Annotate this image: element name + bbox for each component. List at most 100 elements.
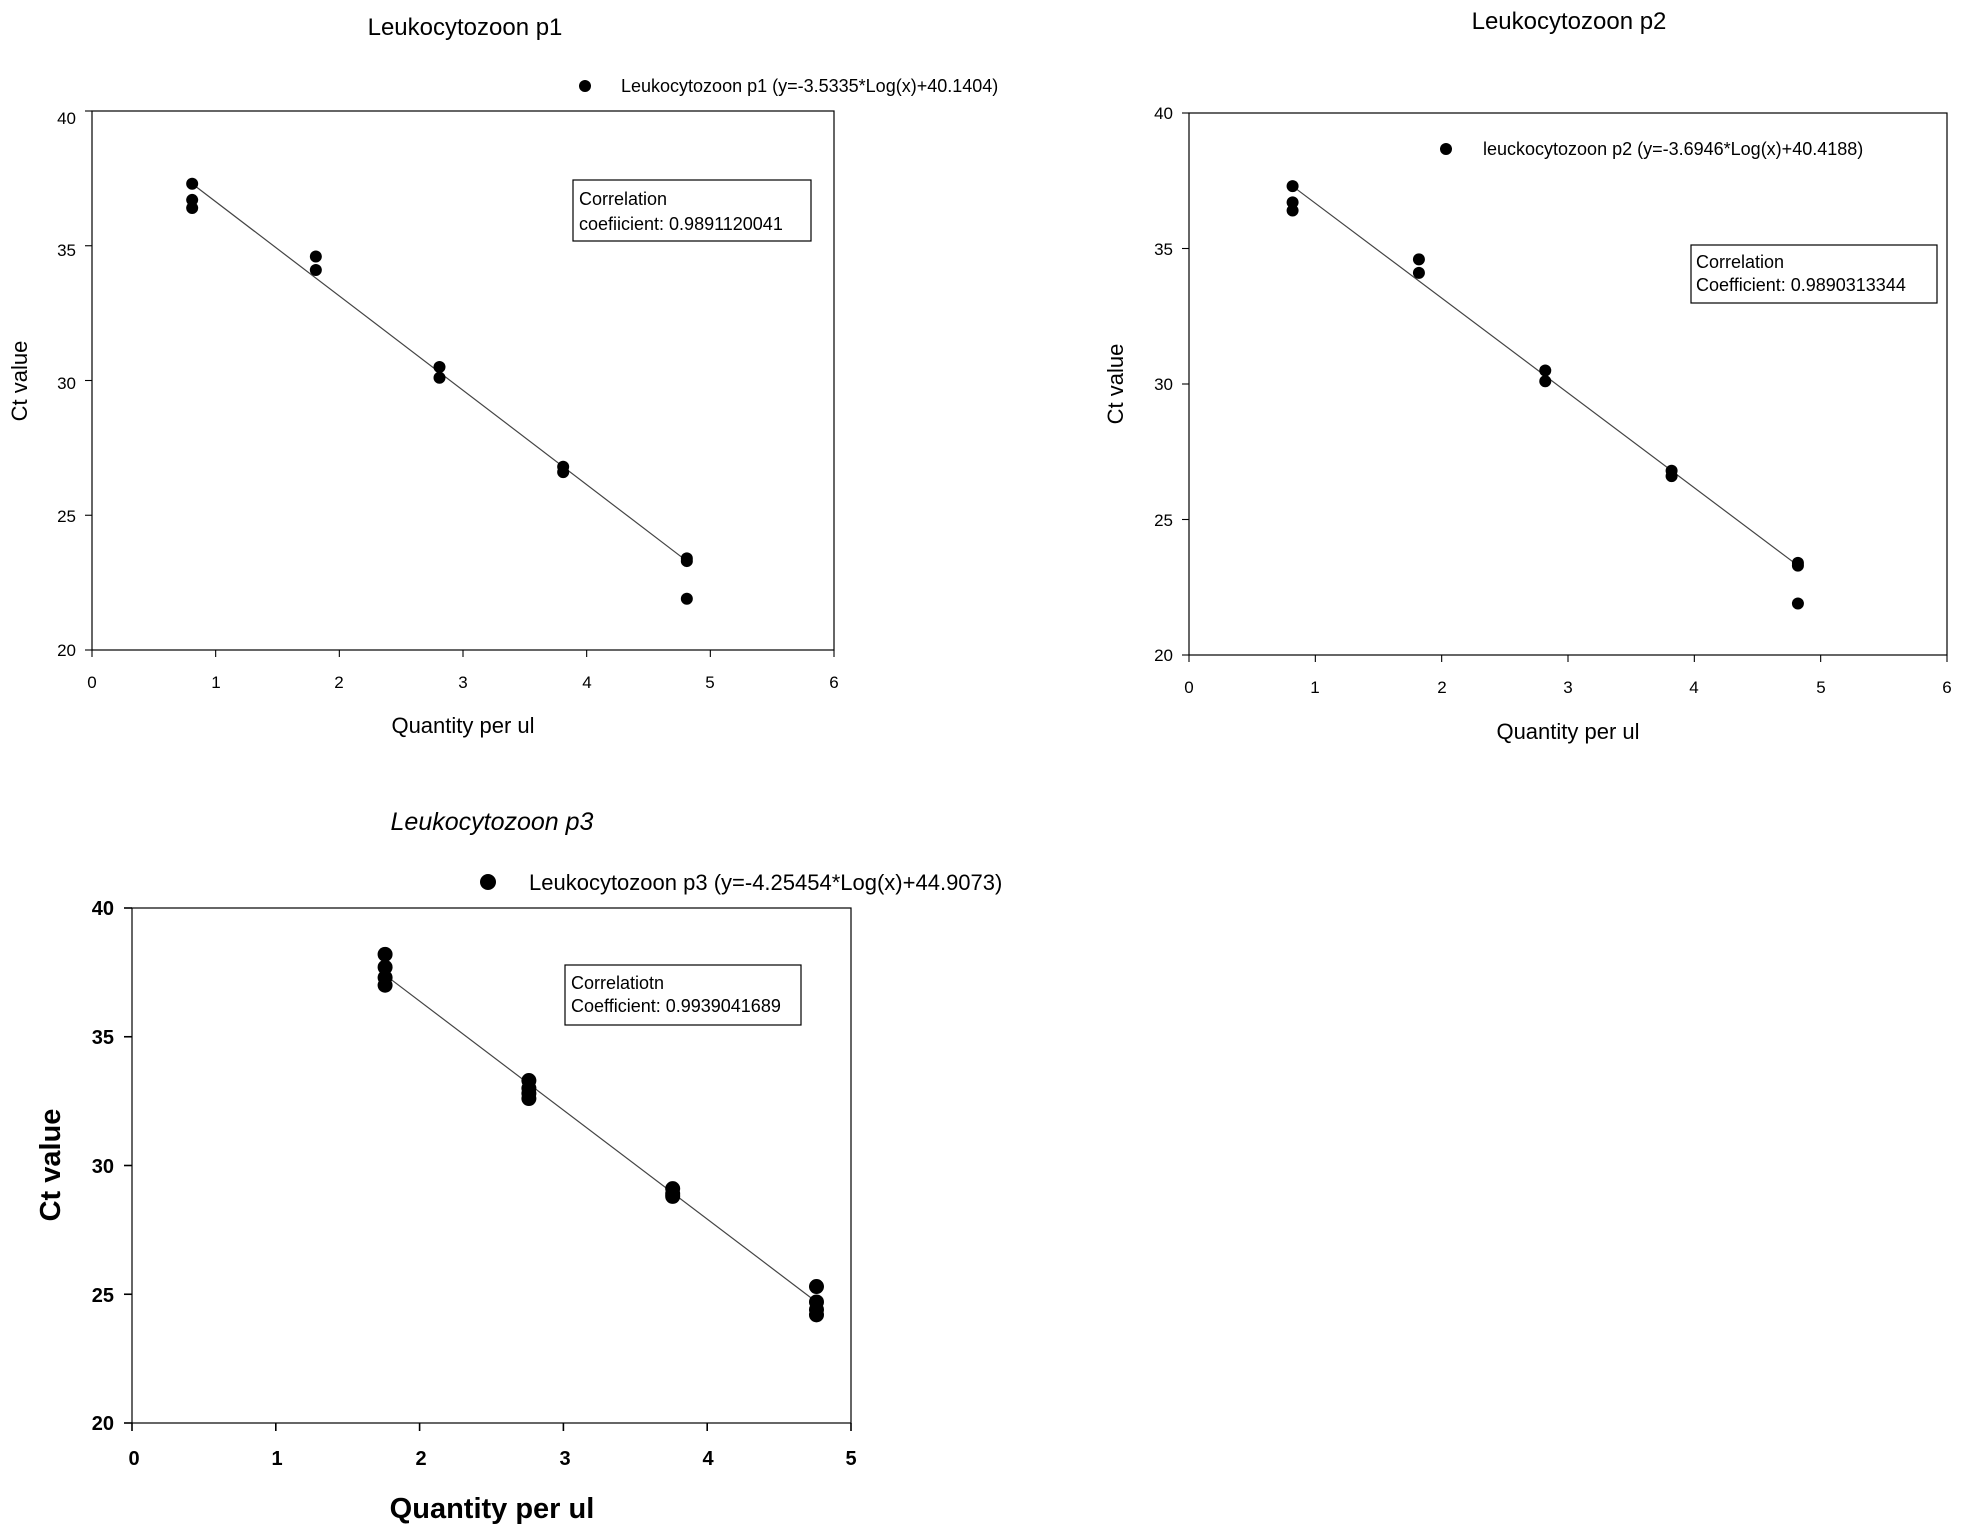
y-tick-label: 20 <box>57 641 76 660</box>
data-point <box>808 1307 824 1323</box>
y-axis-label: Ct value <box>1103 344 1128 425</box>
x-tick-label: 0 <box>128 1448 139 1470</box>
data-point <box>1665 470 1678 483</box>
correlation-annotation: Correlation coefiicient: 0.9891120041 <box>572 179 812 242</box>
data-point <box>186 202 199 215</box>
data-point <box>309 264 322 277</box>
legend-marker <box>480 874 496 890</box>
annotation-box <box>572 179 812 242</box>
x-tick-label: 4 <box>1689 678 1698 697</box>
chart-p1: Leukocytozoon p1 Leukocytozoon p1 (y=-3.… <box>7 14 998 738</box>
y-tick-label: 25 <box>1154 511 1173 530</box>
data-point <box>680 592 693 605</box>
x-axis-label: Quantity per ul <box>391 713 534 738</box>
legend: Leukocytozoon p1 (y=-3.5335*Log(x)+40.14… <box>579 76 998 96</box>
y-tick-label: 40 <box>57 109 76 128</box>
data-point <box>1539 364 1552 377</box>
regression-line <box>384 974 817 1303</box>
data-point <box>665 1188 681 1204</box>
chart-p2: Leukocytozoon p2 leuckocytozoon p2 (y=-3… <box>1103 8 1952 744</box>
chart-title: Leukocytozoon p2 <box>1472 8 1667 35</box>
data-point <box>680 555 693 568</box>
data-point <box>1539 375 1552 388</box>
y-tick-labels: 20 25 30 35 40 <box>92 898 114 1435</box>
x-tick-label: 5 <box>705 673 714 692</box>
y-tick-label: 20 <box>92 1413 114 1435</box>
data-marks <box>377 946 824 1323</box>
legend-label: Leukocytozoon p1 (y=-3.5335*Log(x)+40.14… <box>621 76 998 96</box>
y-tick-labels: 20 25 30 35 40 <box>1154 104 1173 665</box>
y-tick-labels: 20 25 30 35 40 <box>57 109 76 660</box>
x-tick-label: 3 <box>458 673 467 692</box>
chart-title: Leukocytozoon p3 <box>391 808 594 836</box>
annotation-line: Coefficient: 0.9939041689 <box>571 996 781 1016</box>
annotation-box <box>1690 244 1938 304</box>
correlation-annotation: Correlation Coefficient: 0.9890313344 <box>1690 244 1938 304</box>
data-point <box>377 977 393 993</box>
legend-marker <box>1440 143 1452 155</box>
x-tick-label: 0 <box>1184 678 1193 697</box>
y-tick-label: 35 <box>57 241 76 260</box>
legend: leuckocytozoon p2 (y=-3.6946*Log(x)+40.4… <box>1440 139 1863 159</box>
chart-p3: Leukocytozoon p3 Leukocytozoon p3 (y=-4.… <box>35 808 1002 1525</box>
x-tick-label: 6 <box>1942 678 1951 697</box>
legend-marker <box>579 80 591 92</box>
x-tick-label: 0 <box>87 673 96 692</box>
y-tick-label: 40 <box>1154 104 1173 123</box>
y-axis-label: Ct value <box>35 1109 67 1222</box>
data-point <box>1286 204 1299 217</box>
data-point <box>1286 180 1299 193</box>
y-tick-label: 25 <box>57 507 76 526</box>
legend-label: Leukocytozoon p3 (y=-4.25454*Log(x)+44.9… <box>529 870 1002 895</box>
y-tick-label: 40 <box>92 898 114 920</box>
legend-label: leuckocytozoon p2 (y=-3.6946*Log(x)+40.4… <box>1483 139 1863 159</box>
annotation-line: Correlatiotn <box>571 973 664 993</box>
annotation-line: Correlation <box>579 189 667 209</box>
data-point <box>377 946 393 962</box>
y-tick-label: 30 <box>1154 375 1173 394</box>
x-tick-label: 6 <box>829 673 838 692</box>
x-tick-labels: 0 1 2 3 4 5 6 <box>1184 678 1951 697</box>
y-tick-label: 25 <box>92 1285 114 1307</box>
y-tick-label: 20 <box>1154 646 1173 665</box>
y-tick-label: 30 <box>57 374 76 393</box>
x-tick-label: 5 <box>845 1448 856 1470</box>
y-tick-label: 35 <box>92 1027 114 1049</box>
data-point <box>309 250 322 263</box>
x-tick-label: 4 <box>702 1448 714 1470</box>
x-tick-label: 4 <box>582 673 591 692</box>
x-axis-label: Quantity per ul <box>390 1493 595 1525</box>
data-marks <box>186 177 693 605</box>
legend: Leukocytozoon p3 (y=-4.25454*Log(x)+44.9… <box>480 870 1002 895</box>
data-marks <box>1286 180 1804 610</box>
x-tick-labels: 0 1 2 3 4 5 6 <box>87 673 838 692</box>
x-tick-labels: 0 1 2 3 4 5 <box>128 1448 856 1470</box>
data-point <box>557 466 570 479</box>
chart-title: Leukocytozoon p1 <box>368 14 563 41</box>
x-tick-label: 3 <box>1563 678 1572 697</box>
data-point <box>433 361 446 374</box>
y-tick-label: 30 <box>92 1156 114 1178</box>
x-tick-label: 1 <box>1310 678 1319 697</box>
axis-ticks <box>85 110 835 657</box>
axis-ticks <box>1182 112 1948 662</box>
data-point <box>433 371 446 384</box>
annotation-line: Coefficient: 0.9890313344 <box>1696 275 1906 295</box>
x-tick-label: 2 <box>1437 678 1446 697</box>
x-tick-label: 2 <box>415 1448 426 1470</box>
x-tick-label: 3 <box>559 1448 570 1470</box>
x-tick-label: 2 <box>334 673 343 692</box>
data-point <box>377 959 393 975</box>
data-point <box>808 1279 824 1295</box>
annotation-box <box>564 964 802 1026</box>
y-tick-label: 35 <box>1154 240 1173 259</box>
x-tick-label: 1 <box>211 673 220 692</box>
x-tick-label: 5 <box>1816 678 1825 697</box>
data-point <box>1791 597 1804 610</box>
annotation-line: coefiicient: 0.9891120041 <box>579 214 783 234</box>
data-point <box>1412 253 1425 266</box>
x-axis-label: Quantity per ul <box>1496 719 1639 744</box>
correlation-annotation: Correlatiotn Coefficient: 0.9939041689 <box>564 964 802 1026</box>
data-point <box>1412 266 1425 279</box>
